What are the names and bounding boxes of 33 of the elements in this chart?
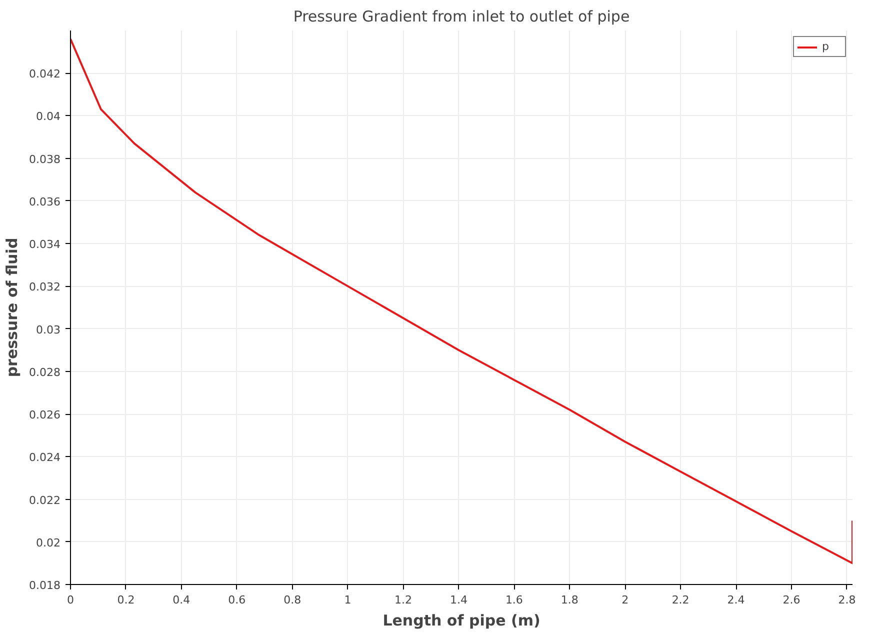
x-tick-label: 0.2 — [117, 594, 135, 606]
y-axis-title: pressure of fluid — [3, 238, 22, 378]
legend-label: p — [822, 40, 830, 53]
x-tick-label: 2.4 — [727, 594, 745, 606]
line-series — [70, 38, 852, 564]
y-tick-label: 0.028 — [29, 366, 61, 379]
y-tick-label: 0.024 — [29, 451, 61, 464]
x-tick-label: 1 — [344, 594, 352, 606]
x-tick-label: 0 — [67, 594, 74, 606]
x-tick-label: 0.4 — [172, 594, 190, 606]
x-axis-title: Length of pipe (m) — [382, 612, 540, 630]
x-tick-label: 0.8 — [284, 594, 302, 606]
x-tick-label: 2.6 — [782, 594, 800, 606]
y-tick-label: 0.042 — [29, 68, 61, 81]
x-tick-label: 2.8 — [838, 594, 856, 606]
chart-title: Pressure Gradient from inlet to outlet of pipe — [293, 8, 630, 26]
y-tick-label: 0.034 — [29, 238, 61, 252]
x-tick-label: 0.6 — [228, 594, 246, 606]
y-tick-label: 0.02 — [36, 536, 61, 550]
y-tick-label: 0.032 — [29, 280, 61, 294]
y-tick-label: 0.018 — [29, 579, 61, 592]
x-tick-label: 1.6 — [505, 594, 523, 606]
x-tick-label: 1.4 — [450, 594, 468, 606]
y-tick-label: 0.022 — [29, 494, 61, 507]
x-tick-label: 1.2 — [394, 594, 412, 606]
x-tick-label: 2.2 — [672, 594, 690, 606]
y-tick-label: 0.04 — [36, 110, 61, 124]
y-tick-label: 0.038 — [29, 152, 61, 166]
y-tick-label: 0.036 — [29, 195, 61, 208]
y-tick-label: 0.026 — [29, 408, 61, 422]
x-tick-label: 1.8 — [560, 594, 578, 606]
x-tick-label: 2 — [622, 594, 629, 606]
y-tick-label: 0.03 — [36, 323, 61, 336]
